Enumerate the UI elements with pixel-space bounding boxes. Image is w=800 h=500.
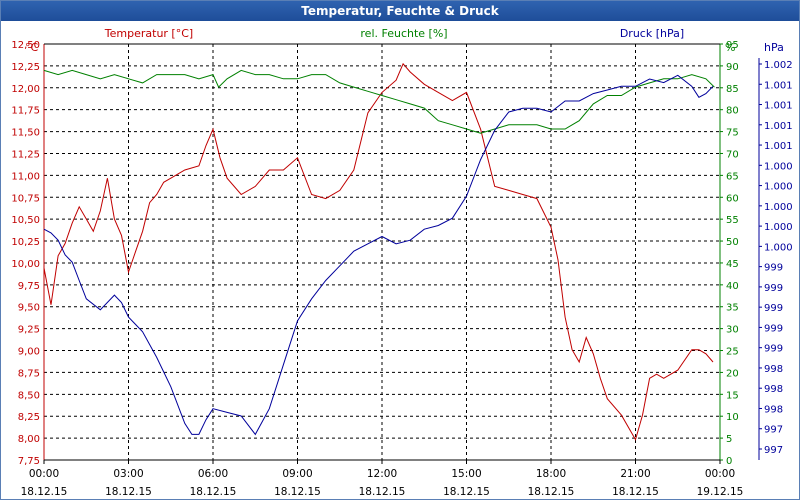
x-tick-date: 18.12.15: [359, 486, 406, 498]
humidity-tick-label: 70: [726, 149, 739, 160]
pressure-tick-label: 999: [764, 263, 783, 274]
humidity-tick-label: 40: [726, 281, 739, 292]
temperature-series-line: [43, 62, 714, 441]
x-tick-date: 18.12.15: [274, 486, 321, 498]
humidity-tick-label: 35: [726, 303, 739, 314]
temp-tick-label: 12,25: [11, 62, 40, 73]
x-tick-time: 06:00: [198, 468, 228, 480]
humidity-unit: %: [725, 41, 735, 54]
temp-tick-label: 11,50: [11, 128, 40, 139]
pressure-tick-label: 1.001: [764, 80, 793, 91]
humidity-tick-label: 65: [726, 171, 739, 182]
axes: [43, 43, 762, 464]
temp-tick-label: 8,75: [18, 368, 40, 379]
humidity-tick-label: 25: [726, 347, 739, 358]
temp-tick-label: 8,00: [18, 434, 40, 445]
pressure-tick-label: 1.001: [764, 141, 793, 152]
x-tick-date: 19.12.15: [697, 486, 744, 498]
pressure-series-line: [43, 74, 714, 436]
x-tick-date: 18.12.15: [443, 486, 490, 498]
pressure-tick-label: 997: [764, 445, 783, 456]
x-tick-time: 00:00: [705, 468, 735, 480]
pressure-tick-label: 999: [764, 283, 783, 294]
pressure-tick-label: 1.001: [764, 101, 793, 112]
humidity-tick-label: 90: [726, 62, 739, 73]
temp-tick-label: 10,50: [11, 215, 40, 226]
temp-tick-label: 9,00: [18, 347, 40, 358]
humidity-tick-label: 80: [726, 106, 739, 117]
x-tick-date: 18.12.15: [612, 486, 659, 498]
x-tick-time: 00:00: [29, 468, 59, 480]
temp-tick-label: 9,50: [18, 303, 40, 314]
temp-tick-label: 11,75: [11, 106, 40, 117]
pressure-tick-label: 1.000: [764, 202, 793, 213]
pressure-tick-label: 997: [764, 425, 783, 436]
pressure-tick-label: 998: [764, 384, 783, 395]
grid-lines: [44, 44, 720, 460]
humidity-tick-label: 60: [726, 193, 739, 204]
temp-tick-label: 10,00: [11, 259, 40, 270]
x-tick-time: 15:00: [451, 468, 481, 480]
temp-tick-label: 10,25: [11, 237, 40, 248]
pressure-tick-label: 998: [764, 404, 783, 415]
x-tick-time: 12:00: [367, 468, 397, 480]
humidity-tick-label: 95: [726, 40, 739, 51]
temp-tick-label: 11,25: [11, 149, 40, 160]
temp-tick-label: 9,25: [18, 325, 40, 336]
temp-tick-label: 8,25: [18, 412, 40, 423]
temp-tick-label: 11,00: [11, 171, 40, 182]
temp-tick-label: 9,75: [18, 281, 40, 292]
pressure-tick-label: 1.000: [764, 242, 793, 253]
humidity-tick-label: 20: [726, 368, 739, 379]
humidity-series-line: [43, 69, 715, 134]
humidity-axis-title: rel. Feuchte [%]: [360, 27, 447, 40]
pressure-tick-label: 1.000: [764, 161, 793, 172]
x-tick-date: 18.12.15: [105, 486, 152, 498]
pressure-tick-label: 1.000: [764, 182, 793, 193]
humidity-tick-label: 15: [726, 390, 739, 401]
humidity-tick-label: 10: [726, 412, 739, 423]
humidity-tick-label: 85: [726, 84, 739, 95]
pressure-tick-label: 999: [764, 303, 783, 314]
axis-labels: 12,50 95 1.002 12,25 90 1.001 12,00 85 1.001 11,7…: [11, 27, 792, 498]
humidity-tick-label: 45: [726, 259, 739, 270]
temp-tick-label: 8,50: [18, 390, 40, 401]
humidity-tick-label: 50: [726, 237, 739, 248]
pressure-tick-label: 1.000: [764, 222, 793, 233]
humidity-tick-label: 75: [726, 128, 739, 139]
x-tick-time: 18:00: [536, 468, 566, 480]
humidity-tick-label: 55: [726, 215, 739, 226]
x-tick-date: 18.12.15: [21, 486, 68, 498]
temperature-axis-title: Temperatur [°C]: [104, 27, 193, 40]
humidity-tick-label: 30: [726, 325, 739, 336]
x-tick-time: 21:00: [620, 468, 650, 480]
window-title: Temperatur, Feuchte & Druck: [1, 1, 799, 21]
humidity-tick-label: 0: [726, 456, 732, 467]
humidity-tick-label: 5: [726, 434, 732, 445]
temp-tick-label: 10,75: [11, 193, 40, 204]
x-tick-date: 18.12.15: [528, 486, 575, 498]
temp-tick-label: 12,50: [11, 40, 40, 51]
pressure-tick-label: 1.002: [764, 60, 793, 71]
x-tick-date: 18.12.15: [190, 486, 237, 498]
pressure-tick-label: 1.001: [764, 121, 793, 132]
x-tick-time: 09:00: [282, 468, 312, 480]
pressure-axis-title: Druck [hPa]: [620, 27, 684, 40]
temp-tick-label: 7,75: [18, 456, 40, 467]
pressure-tick-label: 998: [764, 364, 783, 375]
pressure-tick-label: 999: [764, 323, 783, 334]
series-group: [43, 62, 715, 441]
pressure-tick-label: 999: [764, 344, 783, 355]
temp-tick-label: 12,00: [11, 84, 40, 95]
pressure-unit: hPa: [764, 41, 784, 54]
temperature-unit: °C: [25, 41, 39, 54]
x-tick-time: 03:00: [113, 468, 143, 480]
